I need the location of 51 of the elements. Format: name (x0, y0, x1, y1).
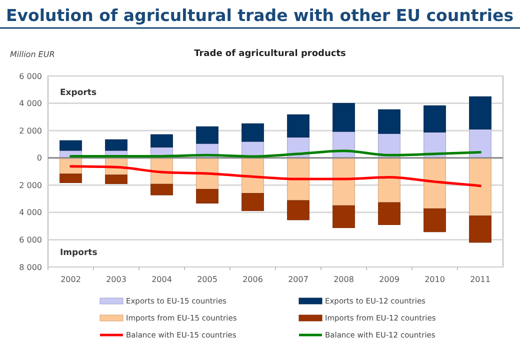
bar (378, 202, 400, 225)
y-tick-label: 4 000 (19, 99, 42, 108)
bar (105, 174, 128, 184)
annotation: Imports (60, 248, 98, 258)
x-tick-label: 2005 (197, 275, 218, 284)
x-tick-label: 2004 (152, 275, 172, 284)
bar (378, 158, 400, 203)
x-tick-label: 2009 (379, 275, 400, 284)
bar (287, 114, 310, 138)
bar (469, 96, 492, 130)
bar (424, 208, 446, 232)
bar (196, 188, 218, 204)
bar (60, 140, 82, 151)
bar (287, 200, 310, 220)
x-tick-label: 2007 (288, 275, 308, 284)
x-tick-label: 2008 (334, 275, 354, 284)
x-tick-label: 2003 (106, 275, 126, 284)
bar (469, 216, 492, 243)
chart-title: Evolution of agricultural trade with other EU countries (6, 6, 514, 25)
bar (332, 158, 355, 206)
bar (424, 158, 446, 209)
y-axis-title: Million EUR (10, 50, 55, 59)
bar (469, 128, 492, 158)
bar (60, 174, 82, 184)
bar (242, 123, 264, 142)
bar (196, 126, 218, 144)
y-tick-label: 4 000 (19, 208, 42, 218)
y-tick-label: 8 000 (19, 262, 42, 272)
bar (424, 105, 446, 132)
y-tick-label: 2 000 (19, 126, 42, 136)
bar (469, 158, 492, 216)
x-tick-label: 2002 (60, 275, 81, 284)
bar (150, 184, 173, 196)
chart-subtitle: Trade of agricultural products (194, 49, 346, 59)
y-tick-label: 0 (36, 154, 42, 163)
line-series (70, 165, 482, 188)
bar (242, 158, 264, 194)
bar (332, 205, 355, 228)
bar (105, 139, 128, 151)
bar (332, 103, 355, 132)
bar (287, 158, 310, 201)
bar (378, 109, 400, 134)
bar (150, 134, 173, 148)
x-tick-label: 2011 (470, 275, 490, 284)
x-tick-label: 2010 (424, 275, 445, 284)
y-tick-label: 2 000 (19, 180, 42, 190)
y-tick-label: 6 000 (19, 236, 42, 245)
bar (242, 193, 264, 211)
x-tick-label: 2006 (242, 275, 263, 284)
annotation: Exports (60, 88, 97, 98)
y-tick-label: 6 000 (19, 72, 42, 81)
